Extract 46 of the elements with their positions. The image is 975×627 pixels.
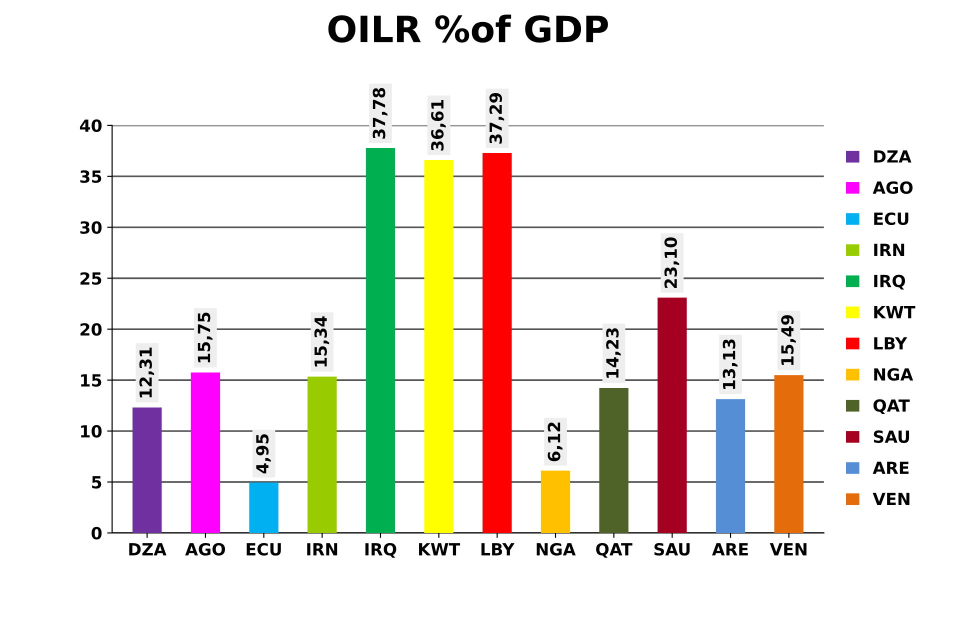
data-label: 37,29	[489, 93, 504, 144]
y-tick-label: 25	[80, 272, 102, 285]
y-tick-label: 5	[92, 476, 102, 489]
legend-label: ARE	[872, 462, 909, 474]
x-tick-label: NGA	[536, 542, 576, 556]
y-tick-label: 0	[92, 526, 102, 540]
legend-label: ECU	[874, 212, 908, 226]
x-tick-label: LBY	[481, 543, 515, 556]
legend-label: NGA	[874, 368, 914, 381]
legend-label: IRQ	[874, 274, 906, 290]
data-label: 23,10	[664, 237, 680, 288]
data-label: 14,23	[606, 328, 621, 378]
data-label: 12,31	[139, 348, 154, 398]
chart-title: OILR %of GDP	[328, 14, 608, 43]
data-label: 15,75	[198, 312, 212, 362]
y-tick-label: 10	[81, 425, 102, 438]
x-tick-label: VEN	[770, 543, 806, 556]
x-tick-label: DZA	[129, 543, 166, 556]
y-tick-label: 35	[80, 170, 102, 183]
legend-label: AGO	[872, 181, 913, 194]
data-label: 15,34	[314, 316, 330, 366]
y-tick-label: 20	[80, 323, 102, 336]
legend-label: KWT	[874, 306, 916, 318]
data-label: 13,13	[722, 339, 738, 389]
y-tick-label: 15	[81, 374, 102, 387]
x-tick-label: IRN	[307, 543, 338, 556]
x-tick-label: ECU	[246, 542, 281, 556]
x-tick-label: IRQ	[365, 542, 396, 558]
legend-label: VEN	[872, 492, 910, 505]
data-label: 4,95	[256, 434, 271, 474]
data-label: 36,61	[431, 100, 446, 150]
legend-label: SAU	[874, 430, 910, 443]
legend-label: DZA	[874, 150, 912, 163]
x-tick-label: SAU	[654, 542, 690, 556]
data-label: 37,78	[372, 88, 388, 139]
legend-label: QAT	[873, 399, 910, 414]
x-tick-label: KWT	[419, 543, 460, 556]
x-tick-label: AGO	[185, 542, 226, 556]
y-tick-label: 40	[80, 119, 102, 132]
data-label: 6,12	[548, 422, 562, 462]
legend-label: LBY	[874, 337, 908, 350]
legend-label: IRN	[874, 244, 904, 256]
x-tick-label: ARE	[712, 543, 748, 556]
y-tick-label: 30	[80, 221, 102, 234]
data-label: 15,49	[781, 315, 796, 365]
x-tick-label: QAT	[596, 542, 632, 558]
